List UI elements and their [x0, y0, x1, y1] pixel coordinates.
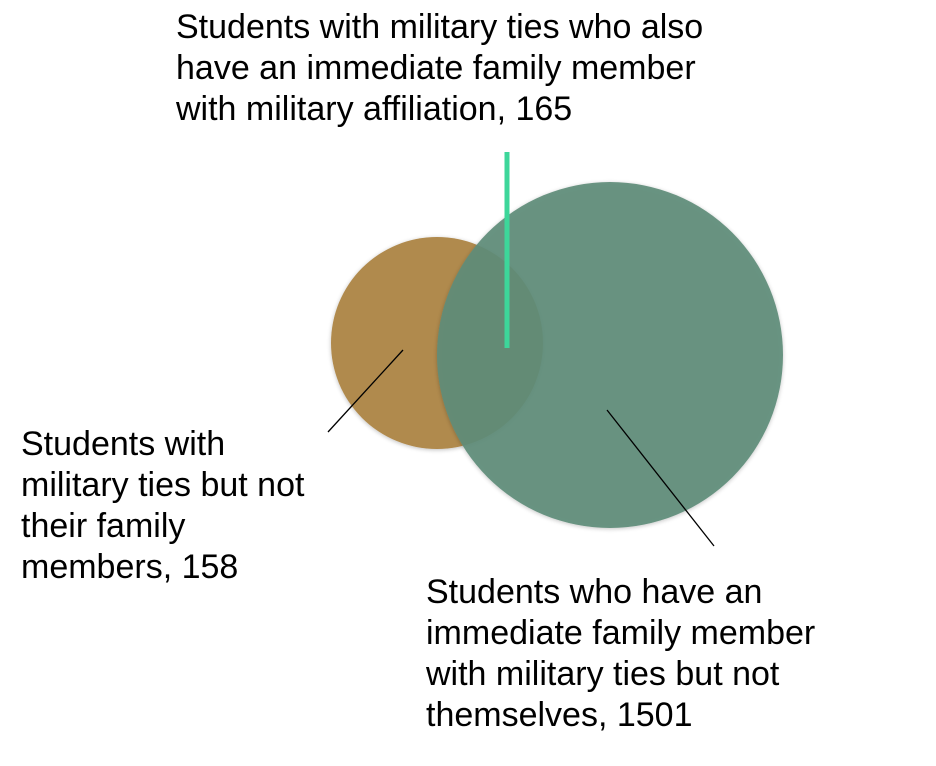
- family-only-label: Students who have an immediate family me…: [426, 572, 815, 736]
- family-military-circle: [437, 182, 783, 528]
- family-only-label-line: Students who have an: [426, 573, 763, 611]
- family-only-label-line: themselves, 1501: [426, 696, 693, 734]
- military-only-label-line: Students with: [21, 425, 226, 463]
- military-only-label-line: their family: [21, 507, 186, 545]
- family-only-label-line: with military ties but not: [426, 655, 780, 693]
- military-only-label: Students with military ties but not thei…: [21, 424, 304, 588]
- overlap-label: Students with military ties who also hav…: [176, 7, 703, 130]
- military-only-leader-line: [327, 349, 404, 433]
- military-only-label-line: members, 158: [21, 548, 239, 586]
- family-only-leader-line: [606, 409, 715, 547]
- family-only-label-line: immediate family member: [426, 614, 816, 652]
- military-only-label-line: military ties but not: [21, 466, 305, 504]
- overlap-label-line: Students with military ties who also: [176, 8, 704, 46]
- overlap-label-line: with military affiliation, 165: [176, 90, 573, 128]
- overlap-label-line: have an immediate family member: [176, 49, 696, 87]
